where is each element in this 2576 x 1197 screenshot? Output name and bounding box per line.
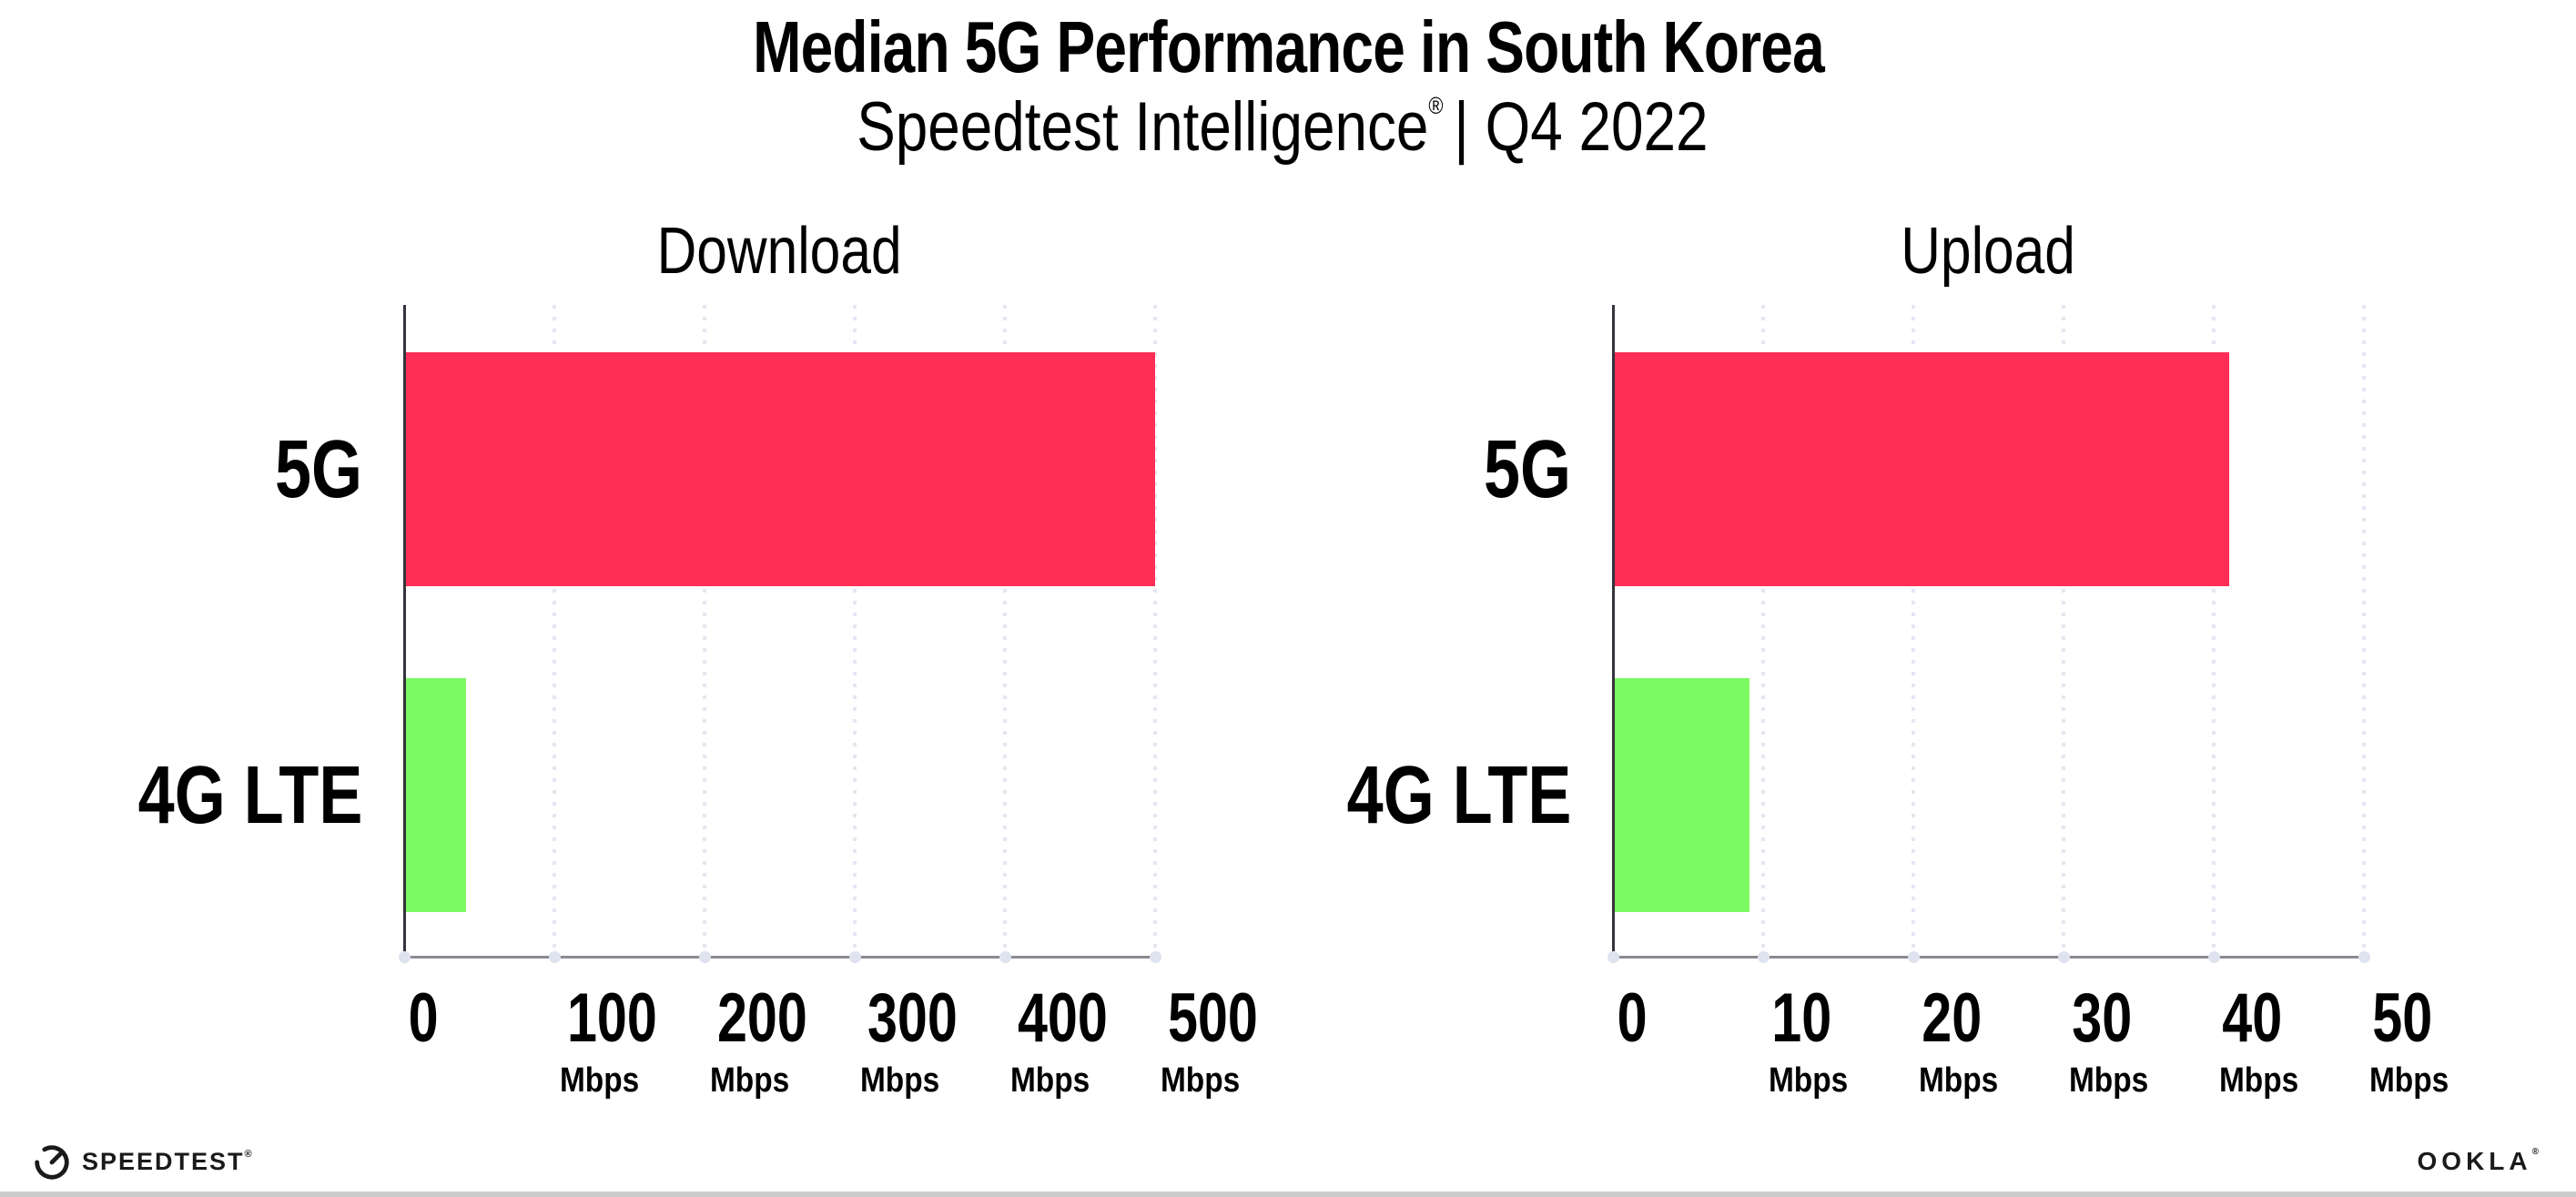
x-tick-unit-text: Mbps	[2068, 1061, 2149, 1100]
gridline-500	[1153, 305, 1157, 956]
bottom-edge	[0, 1192, 2576, 1197]
x-tick-unit-text: Mbps	[859, 1061, 940, 1100]
gridline-20	[1912, 305, 1915, 956]
bar-4g-lte	[406, 678, 466, 912]
x-tick-unit-text: Mbps	[2368, 1061, 2449, 1100]
x-tick-value-text: 50	[2372, 979, 2433, 1057]
x-tick-value-text: 30	[2072, 979, 2133, 1057]
category-label-4g-lte: 4G LTE	[0, 741, 362, 850]
gridline-400	[1003, 305, 1007, 956]
axis-tick-dot-10	[1757, 951, 1770, 963]
category-label-5g: 5G	[0, 415, 362, 524]
registered-mark: ®	[1428, 92, 1444, 119]
x-tick-value-text: 0	[1617, 979, 1648, 1057]
ookla-registered-mark: ®	[2531, 1147, 2543, 1157]
download-plot-area: 0 100 Mbps 200 Mbps 300 Mbps 400 Mbps 500 Mbps 5G 4G…	[137, 305, 1258, 1100]
x-tick-value-text: 40	[2222, 979, 2283, 1057]
x-axis-line	[1612, 956, 2368, 959]
x-tick-value-text: 100	[566, 979, 657, 1057]
axis-tick-dot-40	[2207, 951, 2220, 963]
axis-tick-dot-400	[999, 951, 1011, 963]
ookla-logo: OOKLA®	[2418, 1141, 2543, 1182]
subtitle-brand: Speedtest Intelligence	[857, 88, 1429, 166]
axis-tick-dot-500	[1149, 951, 1161, 963]
upload-chart: Upload 0 10 Mbps 20 Mbps 30 Mbps 40 Mbps 50 Mbps 5G…	[1346, 215, 2449, 1100]
x-tick-value-text: 200	[716, 979, 807, 1057]
download-chart: Download 0 100 Mbps 200 Mbps 300 Mbps 400 Mbps 50…	[137, 215, 1258, 1100]
category-label-4g-lte: 4G LTE	[1207, 741, 1571, 850]
speedtest-registered-mark: ®	[244, 1148, 254, 1160]
upload-chart-title: Upload	[1901, 215, 2076, 288]
gridline-50	[2362, 305, 2366, 956]
x-tick-unit-text: Mbps	[1009, 1061, 1090, 1100]
x-tick-unit-text: Mbps	[2218, 1061, 2299, 1100]
category-label-text: 4G LTE	[137, 749, 362, 841]
axis-tick-dot-30	[2057, 951, 2070, 963]
upload-plot-area: 0 10 Mbps 20 Mbps 30 Mbps 40 Mbps 50 Mbps 5G 4G LTE	[1346, 305, 2449, 1100]
speedtest-wordmark: SPEEDTEST®	[82, 1147, 254, 1175]
axis-tick-dot-50	[2358, 951, 2370, 963]
x-tick-value-text: 500	[1167, 979, 1258, 1057]
x-tick-value-text: 10	[1771, 979, 1832, 1057]
download-chart-title: Download	[657, 215, 902, 288]
axis-tick-dot-200	[698, 951, 711, 963]
x-tick-value-text: 300	[867, 979, 958, 1057]
axis-tick-dot-100	[548, 951, 561, 963]
x-tick-value-text: 0	[408, 979, 439, 1057]
x-tick-unit-text: Mbps	[1160, 1061, 1241, 1100]
x-tick-value-text: 400	[1017, 979, 1108, 1057]
x-tick-unit-text: Mbps	[559, 1061, 640, 1100]
page-subtitle-text: Speedtest Intelligence® | Q4 2022	[857, 87, 1719, 167]
x-axis-line	[403, 956, 1159, 959]
gridline-30	[2062, 305, 2065, 956]
bar-5g	[1615, 352, 2229, 586]
bar-5g	[406, 352, 1155, 586]
ookla-wordmark: OOKLA®	[2417, 1147, 2543, 1175]
gridline-300	[853, 305, 857, 956]
x-tick-unit-text: Mbps	[1918, 1061, 1999, 1100]
bar-4g-lte	[1615, 678, 1749, 912]
y-axis-line	[1612, 305, 1615, 963]
axis-tick-dot-0	[398, 951, 411, 963]
category-label-5g: 5G	[1207, 415, 1571, 524]
gridline-200	[703, 305, 706, 956]
x-tick-value-text: 20	[1922, 979, 1983, 1057]
gridline-10	[1761, 305, 1765, 956]
axis-tick-dot-300	[848, 951, 861, 963]
page-title-text: Median 5G Performance in South Korea	[752, 6, 1825, 87]
speedtest-logo: SPEEDTEST®	[31, 1140, 254, 1183]
x-tick-unit-text: Mbps	[709, 1061, 790, 1100]
y-axis-line	[403, 305, 406, 963]
gridline-100	[553, 305, 556, 956]
category-label-text: 5G	[274, 423, 362, 515]
page-subtitle: Speedtest Intelligence® | Q4 2022	[0, 87, 2576, 167]
category-label-text: 4G LTE	[1346, 749, 1571, 841]
category-label-text: 5G	[1483, 423, 1571, 515]
subtitle-period: | Q4 2022	[1454, 88, 1709, 166]
axis-tick-dot-20	[1907, 951, 1920, 963]
page-title: Median 5G Performance in South Korea	[0, 5, 2576, 89]
axis-tick-dot-0	[1607, 951, 1619, 963]
speedtest-gauge-icon	[35, 1145, 69, 1180]
x-tick-unit-text: Mbps	[1768, 1061, 1849, 1100]
gridline-40	[2212, 305, 2216, 956]
